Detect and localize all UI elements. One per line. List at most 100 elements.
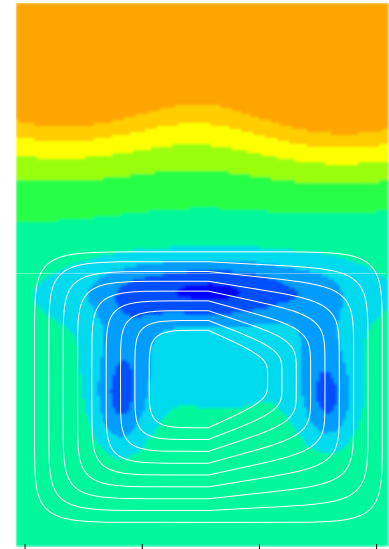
field-cell (43, 6, 47, 10)
field-cell (301, 6, 305, 10)
field-cell (358, 3, 362, 7)
field-cell (376, 3, 380, 7)
field-cell (169, 12, 173, 16)
field-cell (181, 18, 185, 22)
field-cell (208, 6, 212, 10)
field-cell (94, 15, 98, 19)
field-cell (133, 3, 137, 7)
field-cell (214, 12, 218, 16)
field-cell (55, 15, 59, 19)
field-cell (67, 12, 71, 16)
field-cell (46, 18, 50, 22)
field-cell (109, 15, 113, 19)
field-cell (118, 3, 122, 7)
field-cell (265, 18, 269, 22)
field-cell (175, 15, 179, 19)
field-cell (34, 18, 38, 22)
field-cell (268, 3, 272, 7)
field-cell (130, 12, 134, 16)
field-cell (313, 18, 317, 22)
field-cell (169, 15, 173, 19)
field-cell (328, 9, 332, 13)
field-cell (148, 6, 152, 10)
field-cell (346, 6, 350, 10)
field-cell (307, 15, 311, 19)
field-cell (142, 3, 146, 7)
field-cell (217, 9, 221, 13)
field-cell (298, 3, 302, 7)
field-cell (40, 18, 44, 22)
field-cell (172, 18, 176, 22)
field-cell (67, 6, 71, 10)
field-cell (364, 9, 368, 13)
field-cell (202, 15, 206, 19)
field-cell (169, 3, 173, 7)
field-cell (328, 12, 332, 16)
field-cell (169, 6, 173, 10)
field-cell (331, 18, 335, 22)
field-cell (202, 9, 206, 13)
field-cell (31, 3, 35, 7)
field-cell (346, 3, 350, 7)
field-cell (250, 6, 254, 10)
field-cell (34, 15, 38, 19)
field-cell (262, 9, 266, 13)
field-cell (145, 6, 149, 10)
field-cell (277, 3, 281, 7)
field-cell (337, 3, 341, 7)
field-cell (298, 18, 302, 22)
field-cell (166, 3, 170, 7)
field-cell (46, 3, 50, 7)
field-cell (148, 12, 152, 16)
field-cell (379, 15, 383, 19)
field-cell (151, 6, 155, 10)
field-cell (181, 3, 185, 7)
field-cell (70, 12, 74, 16)
field-cell (355, 15, 359, 19)
field-cell (190, 12, 194, 16)
field-cell (331, 6, 335, 10)
field-cell (352, 6, 356, 10)
field-cell (169, 18, 173, 22)
field-cell (262, 15, 266, 19)
field-cell (358, 6, 362, 10)
field-cell (283, 15, 287, 19)
field-cell (307, 6, 311, 10)
field-cell (190, 18, 194, 22)
field-cell (283, 12, 287, 16)
field-cell (94, 6, 98, 10)
field-cell (253, 3, 257, 7)
field-cell (289, 3, 293, 7)
field-cell (220, 15, 224, 19)
field-cell (316, 18, 320, 22)
field-cell (361, 9, 365, 13)
field-cell (205, 6, 209, 10)
field-cell (61, 15, 65, 19)
field-cell (118, 12, 122, 16)
field-cell (67, 9, 71, 13)
field-cell (331, 9, 335, 13)
field-cell (244, 6, 248, 10)
field-cell (223, 9, 227, 13)
field-cell (247, 6, 251, 10)
field-cell (325, 18, 329, 22)
field-cell (241, 18, 245, 22)
field-cell (145, 3, 149, 7)
field-cell (52, 18, 56, 22)
field-cell (175, 12, 179, 16)
field-cell (190, 3, 194, 7)
field-cell (115, 6, 119, 10)
field-cell (334, 3, 338, 7)
field-cell (112, 15, 116, 19)
field-cell (226, 12, 230, 16)
field-cell (148, 15, 152, 19)
field-cell (49, 15, 53, 19)
field-cell (304, 6, 308, 10)
field-cell (160, 6, 164, 10)
field-cell (364, 3, 368, 7)
field-cell (73, 15, 77, 19)
field-cell (73, 18, 77, 22)
field-cell (238, 18, 242, 22)
field-cell (205, 9, 209, 13)
field-cell (124, 9, 128, 13)
